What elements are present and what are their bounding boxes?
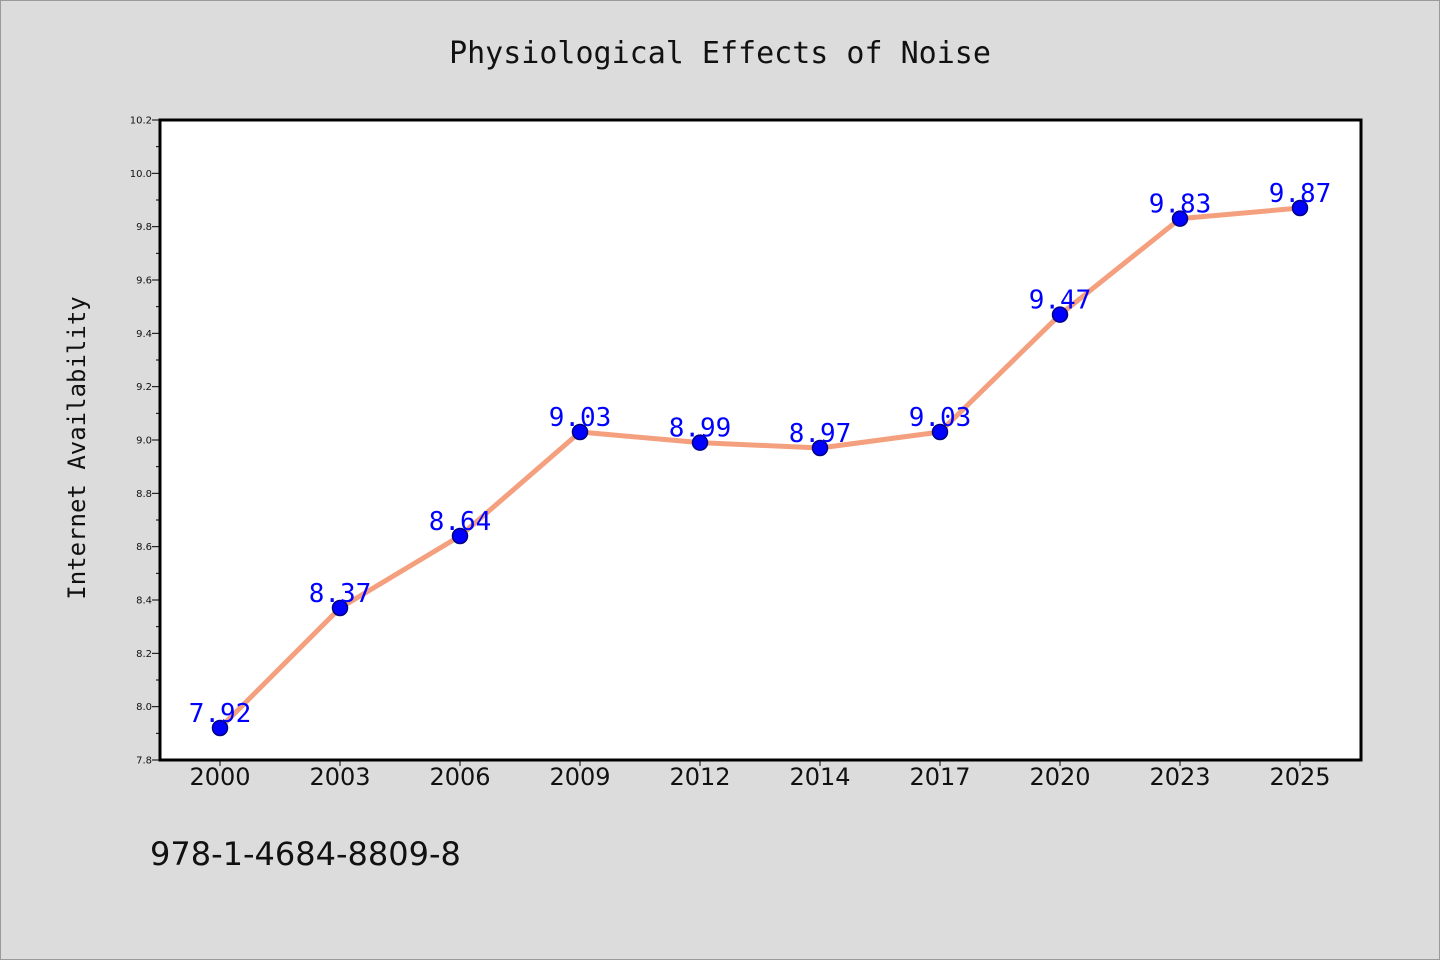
series-line xyxy=(217,205,1303,731)
data-point xyxy=(1291,199,1309,217)
data-point xyxy=(331,599,349,617)
x-tick-label: 2003 xyxy=(309,763,370,791)
data-label: 8.64 xyxy=(429,507,492,537)
y-axis-label: Internet Availability xyxy=(63,296,91,599)
y-tick-label: 9.6 xyxy=(136,276,152,287)
data-markers xyxy=(211,199,1309,737)
data-point xyxy=(1171,210,1189,227)
y-tick-label: 9.0 xyxy=(136,436,152,447)
data-point xyxy=(691,434,709,451)
y-tick-label: 8.6 xyxy=(136,542,152,553)
plot-area xyxy=(160,120,1361,760)
y-tick-label: 8.8 xyxy=(136,489,152,500)
x-tick-label: 2020 xyxy=(1029,763,1090,791)
x-tick-label: 2000 xyxy=(189,763,250,791)
y-tick-label: 9.8 xyxy=(136,222,152,233)
chart-title: Physiological Effects of Noise xyxy=(449,36,991,71)
data-point xyxy=(1051,306,1069,323)
y-tick-label: 9.2 xyxy=(136,382,152,393)
y-tick-label: 7.8 xyxy=(136,756,152,767)
x-tick-label: 2009 xyxy=(549,763,610,791)
data-point xyxy=(451,527,469,545)
plot-border xyxy=(158,118,1363,762)
y-tick-label: 8.4 xyxy=(136,596,152,607)
x-tick-label: 2023 xyxy=(1149,763,1210,791)
data-label: 9.87 xyxy=(1269,179,1332,209)
y-tick-label: 8.0 xyxy=(136,702,152,713)
y-tick-label: 8.2 xyxy=(136,649,152,660)
x-axis: 2000 2003 2006 2009 2012 2014 2017 2020 2023 2025 xyxy=(189,760,1331,791)
data-label: 7.92 xyxy=(189,699,252,729)
data-label: 9.83 xyxy=(1149,190,1212,220)
data-labels: 7.92 8.37 8.64 9.03 8.99 8.97 9.03 9.47 9.83 9.87 xyxy=(189,179,1332,729)
y-tick-label: 10.2 xyxy=(130,116,152,127)
data-point xyxy=(211,719,229,737)
x-tick-label: 2017 xyxy=(909,763,970,791)
data-label: 8.99 xyxy=(669,414,732,444)
data-label: 9.03 xyxy=(549,403,612,433)
data-point xyxy=(811,439,829,457)
data-point xyxy=(571,423,589,441)
data-label: 8.37 xyxy=(309,579,372,609)
data-label: 9.03 xyxy=(909,403,972,433)
x-tick-label: 2006 xyxy=(429,763,490,791)
x-tick-label: 2025 xyxy=(1269,763,1330,791)
data-label: 8.97 xyxy=(789,419,852,449)
data-label: 9.47 xyxy=(1029,286,1092,316)
y-tick-label: 9.4 xyxy=(136,329,152,340)
x-tick-label: 2012 xyxy=(669,763,730,791)
footnote-isbn: 978-1-4684-8809-8 xyxy=(150,835,461,873)
y-tick-label: 10.0 xyxy=(130,169,152,180)
y-axis: 7.8 8.0 8.2 8.4 8.6 8.8 9.0 9.2 9.4 9.6 9.8 10.0 10.… xyxy=(130,116,160,767)
data-point xyxy=(931,423,949,441)
x-tick-label: 2014 xyxy=(789,763,850,791)
